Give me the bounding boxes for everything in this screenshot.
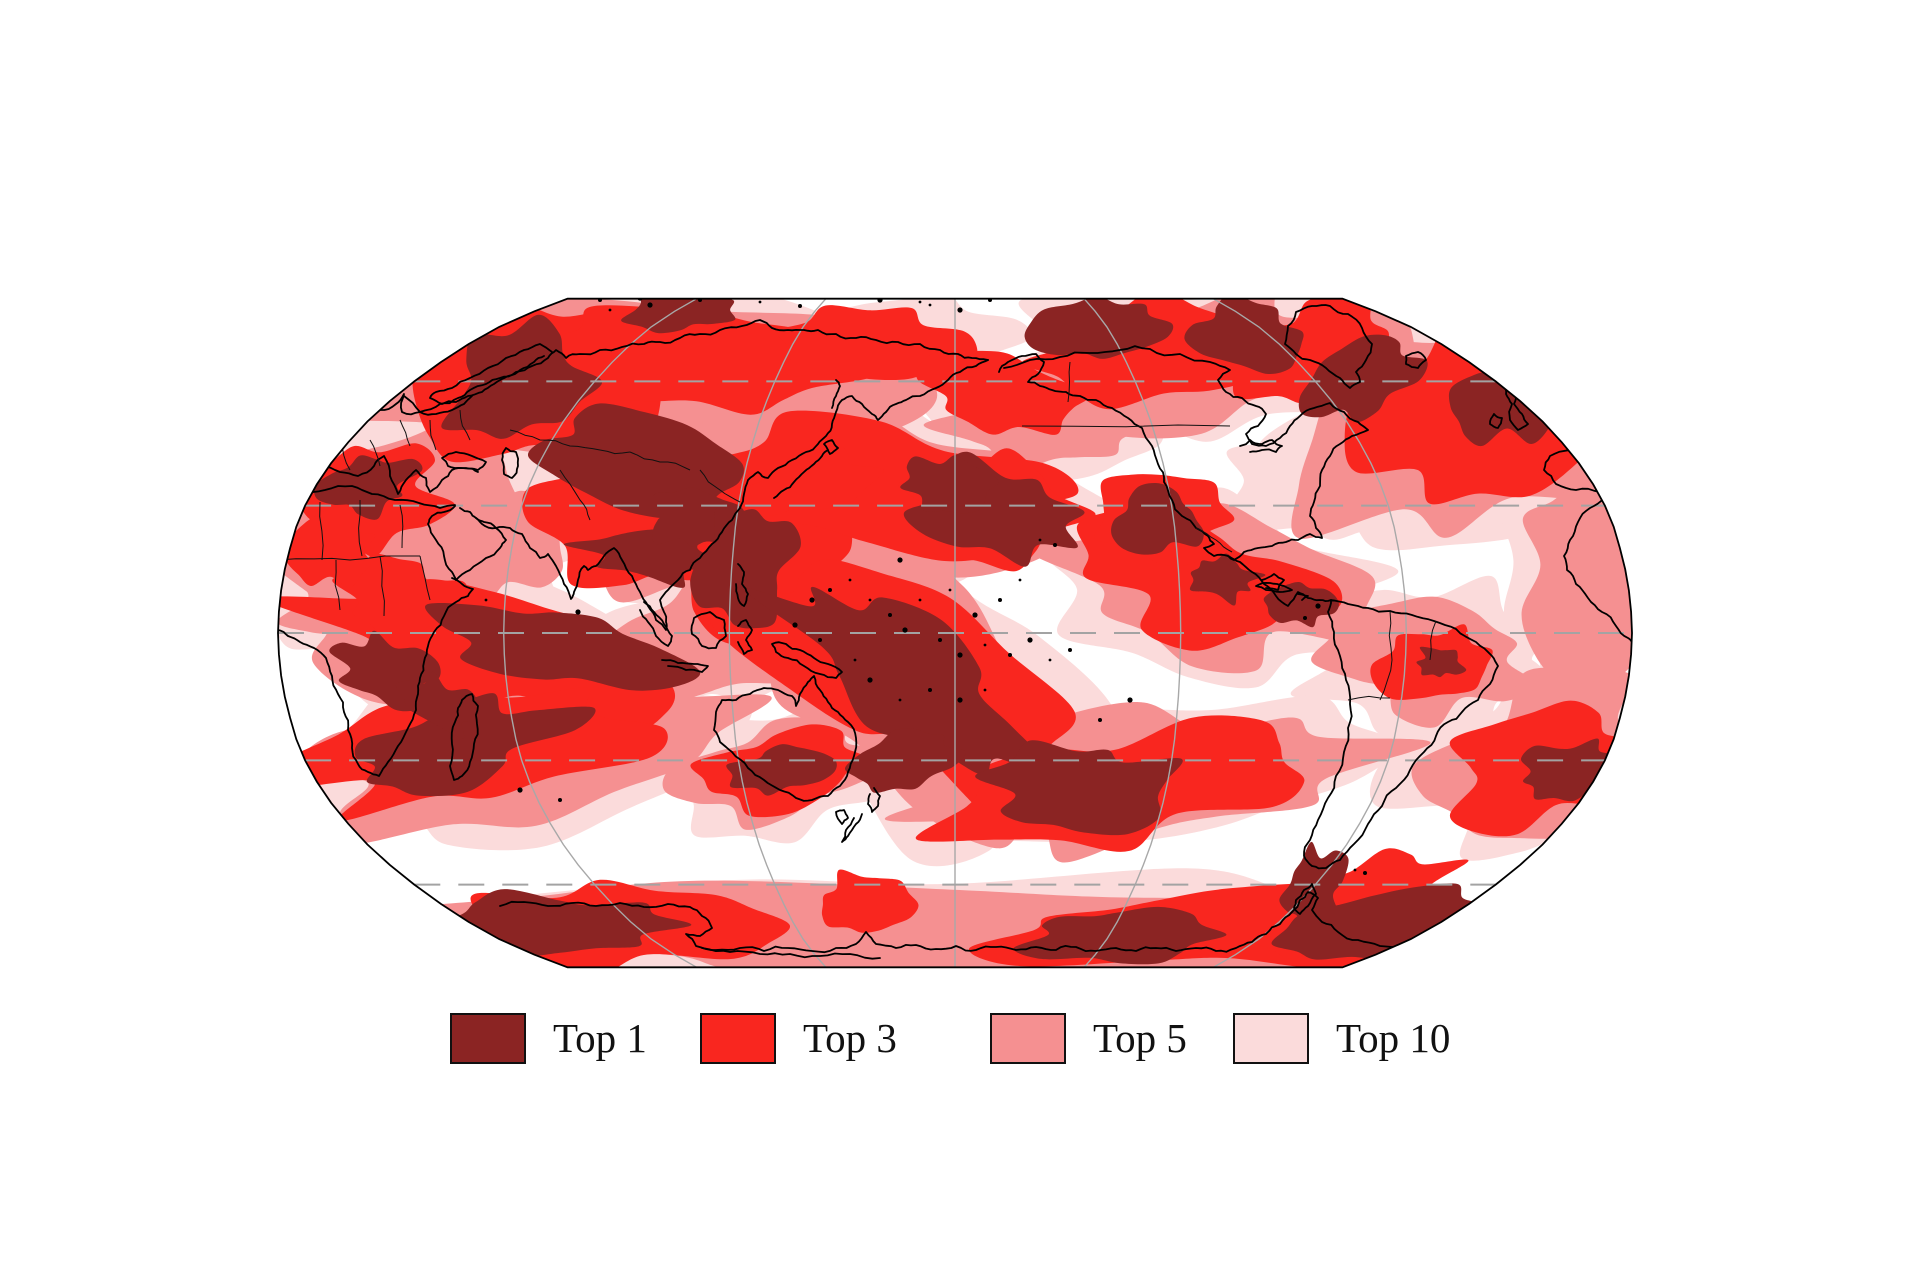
graticule xyxy=(278,298,1632,968)
shade-layer-top1 xyxy=(314,298,1620,965)
map-outline xyxy=(277,297,1633,969)
coastlines xyxy=(278,304,1632,960)
